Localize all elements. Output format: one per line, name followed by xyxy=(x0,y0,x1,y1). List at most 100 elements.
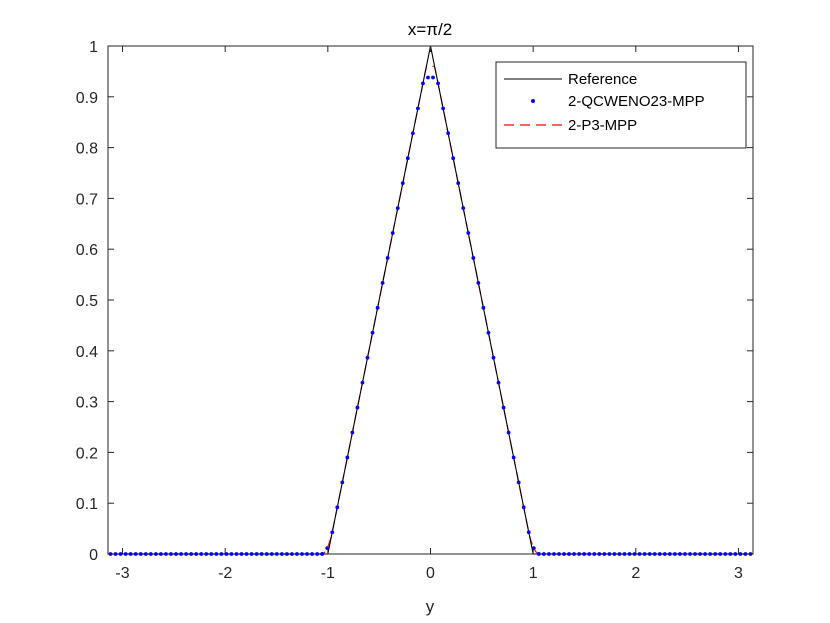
data-point xyxy=(723,552,728,556)
data-point xyxy=(672,552,677,556)
y-tick-label: 0.9 xyxy=(76,90,98,107)
y-tick-label: 0.5 xyxy=(76,293,98,310)
data-point xyxy=(652,552,657,556)
data-point xyxy=(179,552,183,556)
data-point xyxy=(501,405,506,410)
data-point xyxy=(491,355,496,360)
data-point xyxy=(229,552,234,556)
x-axis-label: y xyxy=(426,597,435,616)
y-tick-label: 0 xyxy=(89,547,98,564)
data-point xyxy=(416,106,420,111)
data-point xyxy=(496,380,501,385)
data-point xyxy=(597,552,602,556)
y-tick-label: 0.3 xyxy=(76,395,98,412)
data-point xyxy=(370,330,375,335)
data-point xyxy=(698,552,702,556)
data-point xyxy=(169,552,173,556)
data-point xyxy=(380,281,385,285)
data-point xyxy=(355,405,360,410)
data-point xyxy=(567,552,571,556)
data-point xyxy=(547,552,551,556)
data-point xyxy=(481,305,486,310)
legend-label-reference: Reference xyxy=(568,71,637,88)
data-point xyxy=(159,552,163,556)
data-point xyxy=(138,552,143,556)
data-point xyxy=(713,552,718,556)
data-point xyxy=(516,480,521,485)
x-tick-label: 0 xyxy=(426,565,435,582)
legend-label-p3: 2-P3-MPP xyxy=(568,117,637,134)
data-point xyxy=(153,552,158,556)
data-point xyxy=(254,552,259,556)
data-point xyxy=(199,552,204,556)
data-point xyxy=(456,181,461,186)
data-point xyxy=(264,552,269,556)
x-tick-label: -1 xyxy=(321,565,335,582)
data-point xyxy=(350,430,355,435)
data-point xyxy=(728,552,733,556)
x-axis-ticks: -3 -2 -1 0 1 2 3 xyxy=(115,46,743,582)
y-tick-label: 0.7 xyxy=(76,191,98,208)
data-point xyxy=(269,552,274,556)
data-point xyxy=(143,552,148,556)
data-point xyxy=(113,552,118,556)
y-tick-label: 0.2 xyxy=(76,445,98,462)
data-point xyxy=(325,546,330,551)
data-point xyxy=(410,131,415,136)
legend-label-qcweno: 2-QCWENO23-MPP xyxy=(568,93,705,110)
y-tick-label: 0.6 xyxy=(76,242,98,259)
data-point xyxy=(128,552,133,556)
y-tick-label: 0.1 xyxy=(76,496,98,513)
data-point xyxy=(315,552,320,556)
data-point xyxy=(436,81,440,86)
data-point xyxy=(577,552,582,556)
data-point xyxy=(587,552,592,556)
y-tick-label: 0.8 xyxy=(76,141,98,158)
data-point xyxy=(249,552,254,556)
data-point xyxy=(400,181,405,186)
x-tick-label: -3 xyxy=(115,565,129,582)
data-point xyxy=(647,552,652,556)
data-point xyxy=(118,552,123,556)
data-point xyxy=(133,552,138,556)
data-point xyxy=(194,552,199,556)
legend-box xyxy=(495,61,747,149)
data-point xyxy=(466,231,471,235)
data-point xyxy=(662,552,667,556)
data-point xyxy=(637,552,642,556)
data-point xyxy=(471,256,476,260)
data-point xyxy=(718,552,723,556)
data-point xyxy=(375,305,380,310)
data-point xyxy=(148,552,153,556)
data-point xyxy=(486,330,491,335)
legend: Reference 2-QCWENO23-MPP 2-P3-MPP xyxy=(495,61,747,149)
data-point xyxy=(184,552,189,556)
data-point xyxy=(506,430,511,435)
data-point xyxy=(622,552,627,556)
data-point xyxy=(607,552,612,556)
data-point xyxy=(426,75,430,80)
data-point xyxy=(189,552,194,556)
data-point xyxy=(431,75,435,80)
data-point xyxy=(360,380,365,385)
data-point xyxy=(244,552,249,556)
data-point xyxy=(214,552,219,556)
data-point xyxy=(320,552,325,556)
data-point xyxy=(541,552,546,556)
data-point xyxy=(552,552,556,556)
data-point xyxy=(385,256,390,260)
data-point xyxy=(365,355,370,360)
data-point xyxy=(330,530,335,535)
data-point xyxy=(274,552,279,556)
data-point xyxy=(310,552,314,556)
data-point xyxy=(164,552,168,556)
data-point xyxy=(526,530,531,535)
data-point xyxy=(305,552,309,556)
data-point xyxy=(521,505,526,510)
data-point xyxy=(335,505,340,510)
data-point xyxy=(451,156,456,161)
data-point xyxy=(693,552,697,556)
data-point xyxy=(738,552,743,556)
data-point xyxy=(617,552,622,556)
